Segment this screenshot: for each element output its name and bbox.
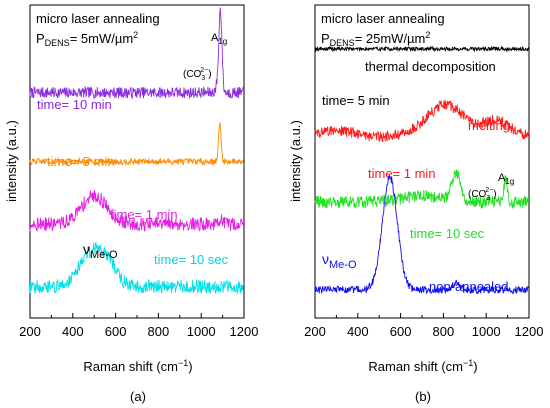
a1g-label-b: A1g bbox=[498, 172, 514, 186]
xtick-label: 1000 bbox=[472, 324, 501, 339]
xtick-label: 800 bbox=[433, 324, 455, 339]
title-pdens-a: PDENS= 5mW/µm2 bbox=[36, 30, 138, 48]
xtick-label: 600 bbox=[105, 324, 127, 339]
co3-label-a: (CO32−) bbox=[183, 67, 212, 82]
xtick-label: 400 bbox=[347, 324, 369, 339]
traces-panel-b bbox=[314, 45, 530, 295]
label-nonannealed-b: non-annealed bbox=[429, 279, 509, 294]
a1g-label-a: A1g bbox=[211, 32, 227, 46]
title-line1-b: micro laser annealing bbox=[321, 11, 445, 26]
xticks-panel-b: 200 400 600 800 1000 1200 bbox=[304, 313, 543, 339]
nu-label-a: νMe-O bbox=[83, 241, 118, 261]
xlabel-b: Raman shift (cm−1) bbox=[368, 358, 477, 374]
nu-label-b: νMe-O bbox=[322, 251, 357, 271]
label-5min-a: time= 5 min bbox=[47, 154, 115, 169]
title-pdens-b: PDENS= 25mW/µm2 bbox=[321, 30, 430, 48]
label-5min-b: time= 5 min bbox=[322, 93, 390, 108]
panel-label-b: (b) bbox=[415, 389, 431, 404]
label-10sec-a: time= 10 sec bbox=[154, 252, 229, 267]
series-line-a-2 bbox=[29, 189, 245, 232]
traces-panel-a bbox=[29, 7, 245, 295]
label-thermal-b: thermal decomposition bbox=[365, 59, 496, 74]
panel-label-a: (a) bbox=[130, 389, 146, 404]
co3-label-b: (CO32−) bbox=[468, 187, 497, 202]
plot-frame-b bbox=[314, 4, 530, 319]
label-melting-b: melting bbox=[468, 118, 510, 133]
xtick-label: 800 bbox=[148, 324, 170, 339]
series-line-b-1 bbox=[314, 99, 530, 143]
label-1min-b: time= 1 min bbox=[368, 166, 436, 181]
series-line-b-0 bbox=[314, 45, 530, 53]
ylabel-a: intensity (a.u.) bbox=[4, 120, 19, 202]
xticks-panel-a: 200 400 600 800 1000 1200 bbox=[19, 313, 258, 339]
xtick-label: 400 bbox=[62, 324, 84, 339]
series-line-a-1 bbox=[29, 122, 245, 167]
label-10min-a: time= 10 min bbox=[37, 97, 112, 112]
series-line-a-0 bbox=[29, 7, 245, 100]
xtick-label: 1200 bbox=[515, 324, 544, 339]
xlabel-a: Raman shift (cm−1) bbox=[83, 358, 192, 374]
title-line1-a: micro laser annealing bbox=[36, 11, 160, 26]
xtick-label: 600 bbox=[390, 324, 412, 339]
series-line-b-3 bbox=[314, 169, 530, 209]
xtick-label: 200 bbox=[304, 324, 326, 339]
series-line-b-4 bbox=[314, 173, 530, 295]
label-10sec-b: time= 10 sec bbox=[410, 226, 485, 241]
xtick-label: 1200 bbox=[230, 324, 259, 339]
xtick-label: 1000 bbox=[187, 324, 216, 339]
ylabel-b: intensity (a.u.) bbox=[288, 120, 303, 202]
xtick-label: 200 bbox=[19, 324, 41, 339]
label-1min-a: time= 1 min bbox=[110, 207, 178, 222]
series-line-a-3 bbox=[29, 241, 245, 295]
